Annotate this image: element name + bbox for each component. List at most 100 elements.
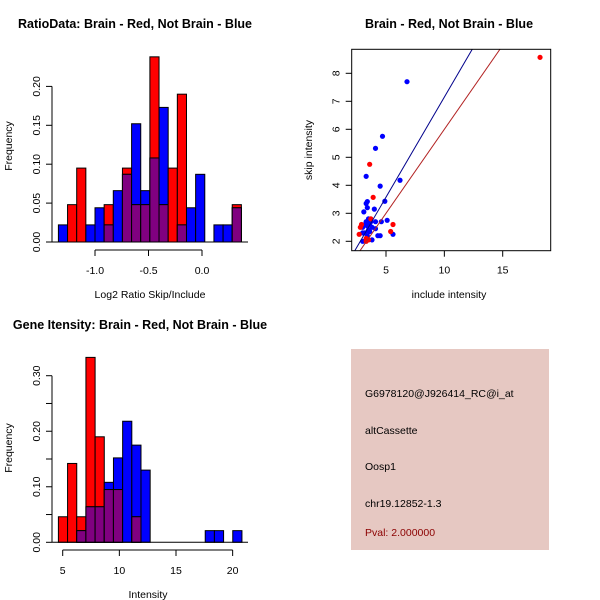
scatter-x-tick-label: 15 xyxy=(497,265,509,277)
intensity-hist-x-tick-label: 10 xyxy=(114,565,126,577)
scatter-point-notbrain xyxy=(377,183,383,189)
info-panel: G6978120@J926414_RC@i_at altCassette Oos… xyxy=(351,349,549,550)
intensity-hist-x-tick-label: 20 xyxy=(227,565,239,577)
scatter-point-notbrain xyxy=(378,219,384,225)
ratio-hist-bar-brain xyxy=(176,93,187,243)
scatter-point-notbrain xyxy=(361,209,367,215)
scatter-point-brain xyxy=(537,54,543,60)
ratio-hist-bar-notbrain xyxy=(185,207,197,243)
ratio-hist-bar-notbrain xyxy=(85,224,96,243)
scatter-fit-line-brain xyxy=(359,49,501,251)
scatter-point-notbrain xyxy=(397,177,403,183)
scatter-y-tick-label: 6 xyxy=(331,126,343,132)
genomic-location: chr19.12852-1.3 xyxy=(365,498,442,510)
scatter-point-brain xyxy=(357,224,363,230)
event-type: altCassette xyxy=(365,425,418,437)
ratio-hist-y-tick-label: 0.20 xyxy=(31,76,43,97)
intensity-hist-x-tick-label: 15 xyxy=(170,565,182,577)
ratio-hist-bar-overlap xyxy=(158,204,169,243)
intensity-hist-bar-notbrain xyxy=(213,530,225,543)
scatter-point-notbrain xyxy=(372,219,379,225)
intensity-hist-bar-notbrain xyxy=(122,420,133,543)
ratio-hist-bar-overlap xyxy=(121,173,133,243)
intensity-hist-bar-notbrain xyxy=(204,530,215,543)
ratio-hist-y-tick-label: 0.15 xyxy=(31,115,43,136)
scatter-plot-box xyxy=(351,48,552,252)
ratio-hist-bar-notbrain xyxy=(57,224,69,243)
scatter-point-notbrain xyxy=(372,145,379,151)
ratio-hist-y-tick-label: 0.05 xyxy=(31,193,43,214)
gene-name: Oosp1 xyxy=(365,461,396,473)
pval-text: Pval: 2.000000 xyxy=(365,527,436,539)
ratio-hist-bar-overlap xyxy=(149,157,160,243)
ratio-hist-ylabel: Frequency xyxy=(3,120,15,170)
ratio-hist-bar-notbrain xyxy=(112,190,123,243)
ratio-hist-y-tick-label: 0.00 xyxy=(31,232,43,253)
intensity-hist-y-tick-label: 0.10 xyxy=(31,476,43,497)
ratio-hist-bar-overlap xyxy=(231,207,242,243)
intensity-hist-xlabel: Intensity xyxy=(128,589,168,600)
ratio-hist-bar-notbrain xyxy=(213,224,224,243)
scatter-y-tick-label: 2 xyxy=(331,238,343,244)
ratio-hist-bar-notbrain xyxy=(195,173,206,243)
intensity-hist-y-tick-label: 0.30 xyxy=(31,365,43,386)
scatter-point-brain xyxy=(367,161,373,167)
intensity-hist-bar-notbrain xyxy=(140,469,151,543)
intensity-hist-y-tick-label: 0.20 xyxy=(31,421,43,442)
intensity-hist-bar-overlap xyxy=(76,530,87,543)
intensity-hist-bar-overlap xyxy=(94,506,105,543)
scatter-y-tick-label: 5 xyxy=(331,154,343,160)
ratio-hist-y-tick-label: 0.10 xyxy=(31,154,43,175)
scatter-y-tick-label: 7 xyxy=(331,98,343,104)
scatter-y-tick-label: 3 xyxy=(331,210,343,216)
scatter-fit-line-notbrain xyxy=(354,49,473,251)
intensity-hist-bar-overlap xyxy=(103,489,114,543)
intensity-hist-ylabel: Frequency xyxy=(3,422,15,472)
ratio-hist-xlabel: Log2 Ratio Skip/Include xyxy=(95,289,206,301)
scatter-point-brain xyxy=(390,221,396,228)
scatter-xlabel: include intensity xyxy=(412,289,487,301)
ratio-hist-bar-overlap xyxy=(131,204,142,243)
scatter-point-notbrain xyxy=(363,200,369,207)
intensity-hist-title: Gene Itensity: Brain - Red, Not Brain - … xyxy=(13,318,267,332)
scatter-x-tick-label: 5 xyxy=(383,265,389,277)
intensity-hist-bar-overlap xyxy=(85,506,96,543)
intensity-hist-x-tick-label: 5 xyxy=(60,565,66,577)
scatter-point-notbrain xyxy=(404,79,410,85)
scatter-point-brain xyxy=(388,228,394,235)
ratio-hist-bar-overlap xyxy=(176,224,187,243)
probe-id: G6978120@J926414_RC@i_at xyxy=(365,388,514,400)
ratio-hist-bar-brain xyxy=(67,204,78,243)
ratio-hist-bar-brain xyxy=(76,167,87,243)
ratio-hist-bar-notbrain xyxy=(222,224,233,243)
scatter-point-notbrain xyxy=(363,173,369,179)
scatter-title: Brain - Red, Not Brain - Blue xyxy=(365,17,533,31)
ratio-hist-x-tick-label: 0.0 xyxy=(195,265,210,277)
ratio-hist-x-tick-label: -1.0 xyxy=(86,265,104,277)
scatter-x-tick-label: 10 xyxy=(439,265,451,277)
intensity-hist-bar-brain xyxy=(67,462,78,543)
ratio-hist-x-tick-label: -0.5 xyxy=(139,265,157,277)
scatter-point-notbrain xyxy=(371,206,377,212)
scatter-point-notbrain xyxy=(382,198,388,204)
ratio-hist-bar-overlap xyxy=(103,224,114,243)
ratio-hist-bar-notbrain xyxy=(94,207,105,243)
scatter-point-brain xyxy=(356,231,362,237)
intensity-hist-bar-notbrain xyxy=(232,530,243,543)
scatter-point-brain xyxy=(370,194,376,200)
scatter-ylabel: skip intensity xyxy=(303,119,315,180)
ratio-hist-title: RatioData: Brain - Red, Not Brain - Blue xyxy=(18,17,252,31)
intensity-hist-bar-brain xyxy=(57,516,69,543)
scatter-point-notbrain xyxy=(377,233,383,239)
scatter-point-notbrain xyxy=(379,133,386,139)
scatter-point-notbrain xyxy=(384,217,390,223)
intensity-hist-bar-overlap xyxy=(131,516,142,543)
scatter-y-tick-label: 4 xyxy=(331,182,343,188)
ratio-hist-bar-overlap xyxy=(140,204,151,243)
intensity-hist-y-tick-label: 0.00 xyxy=(31,532,43,553)
intensity-hist-bar-overlap xyxy=(112,489,124,543)
scatter-point-notbrain xyxy=(367,228,373,235)
ratio-hist-bar-brain xyxy=(167,167,178,243)
